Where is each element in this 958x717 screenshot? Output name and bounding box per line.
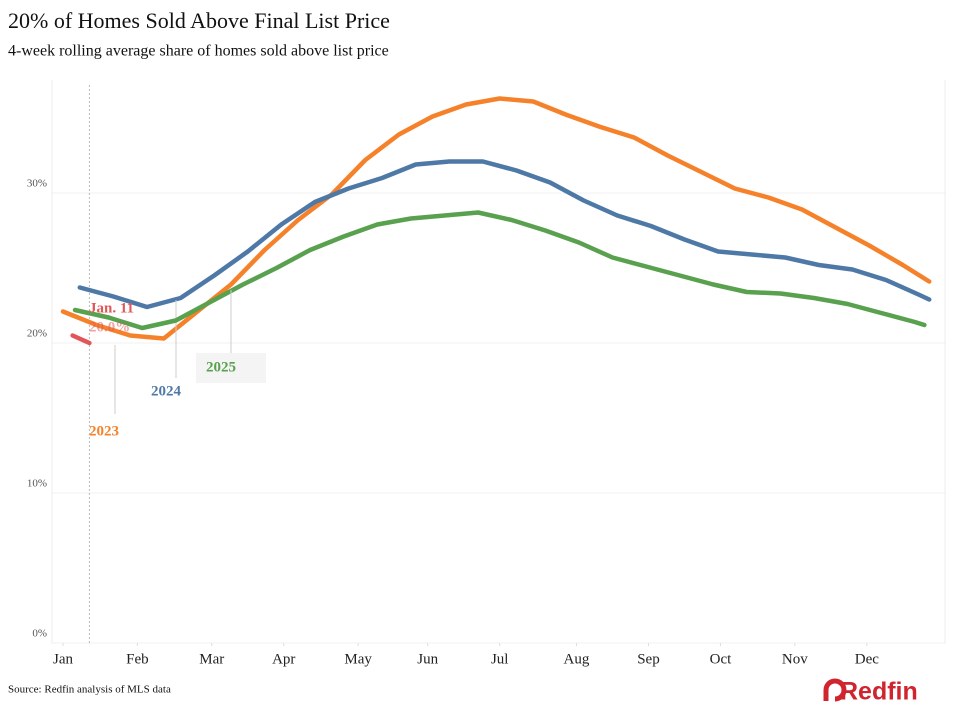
- x-tick-label: Aug: [564, 651, 590, 667]
- y-tick-label: 10%: [27, 478, 47, 490]
- x-tick-label: Oct: [710, 651, 732, 667]
- source-note: Source: Redfin analysis of MLS data: [8, 684, 171, 696]
- series-line: [77, 159, 932, 310]
- x-tick-label: Apr: [272, 651, 295, 667]
- logo-text: Redfin: [840, 678, 918, 706]
- series-label: 2025: [206, 359, 236, 375]
- x-tick-label: Sep: [637, 651, 660, 667]
- y-tick-label: 20%: [27, 328, 47, 340]
- x-tick-label: Dec: [855, 651, 879, 667]
- series-label: 2024: [151, 383, 182, 399]
- x-tick-label: Jun: [417, 651, 438, 667]
- logo-icon: [823, 678, 847, 702]
- chart-title: 20% of Homes Sold Above Final List Price: [8, 8, 390, 33]
- y-tick-label: 30%: [27, 178, 47, 190]
- y-tick-label: 0%: [32, 628, 47, 640]
- x-tick-label: Feb: [126, 651, 149, 667]
- logo: Redfin: [823, 678, 918, 706]
- annotation-text: Jan. 11: [89, 300, 134, 316]
- series-label: 2023: [89, 423, 119, 439]
- series-line: [70, 333, 92, 346]
- value-label: 20.0%: [89, 319, 130, 335]
- x-tick-label: Nov: [782, 651, 808, 667]
- chart-subtitle: 4-week rolling average share of homes so…: [8, 43, 389, 60]
- series-line: [72, 210, 927, 331]
- x-tick-label: Jul: [491, 651, 509, 667]
- x-tick-label: May: [344, 651, 372, 667]
- label-box: [196, 353, 266, 383]
- x-tick-label: Mar: [199, 651, 224, 667]
- x-tick-label: Jan: [53, 651, 73, 667]
